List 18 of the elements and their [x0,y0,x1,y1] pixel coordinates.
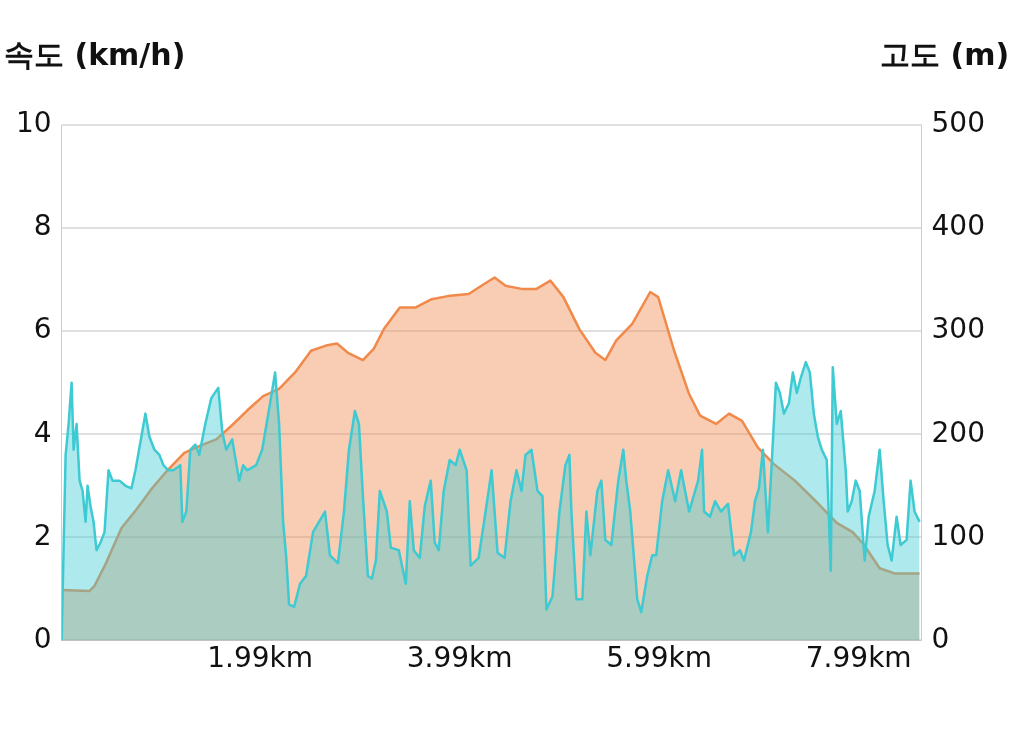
y2-tick-label: 100 [931,518,986,552]
x-tick-label: 3.99km [406,641,513,675]
y2-tick-label: 500 [931,106,986,140]
y-tick-label: 2 [33,518,52,552]
y2-tick-label: 400 [931,209,986,243]
y-tick-label: 8 [33,209,52,243]
y2-tick-label: 300 [931,312,986,346]
y-axis-title: 속도 (km/h) [4,36,186,74]
y-tick-label: 0 [33,621,52,655]
y-tick-label: 10 [15,106,52,140]
y2-axis-title: 고도 (m) [880,36,1010,74]
y2-tick-label: 200 [931,415,986,449]
x-tick-label: 5.99km [606,641,713,675]
x-tick-label: 7.99km [805,641,912,675]
x-tick-label: 1.99km [207,641,314,675]
y-tick-label: 6 [33,312,52,346]
y-tick-label: 4 [33,415,52,449]
y2-tick-label: 0 [931,621,950,655]
